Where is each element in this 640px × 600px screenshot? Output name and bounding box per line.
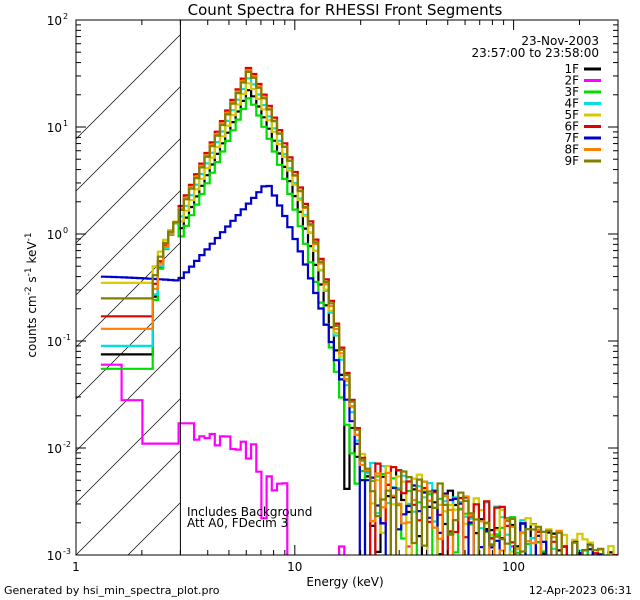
- y-tick-label: 10: [47, 335, 62, 349]
- x-tick-label: 10: [287, 560, 302, 574]
- time-range-label: 23:57:00 to 23:58:00: [472, 46, 599, 60]
- hatch-line: [76, 398, 181, 504]
- hatched-excluded-region: [76, 20, 640, 555]
- y-tick-exponent: -2: [63, 440, 71, 449]
- y-tick-exponent: 2: [63, 12, 68, 21]
- legend-label-6F: 6F: [564, 120, 579, 134]
- y-axis-label: counts cm-2 s-1 keV-1: [24, 232, 39, 357]
- x-axis-label: Energy (keV): [306, 575, 383, 589]
- hatch-line: [76, 190, 181, 296]
- y-tick-label: 10: [47, 121, 62, 135]
- hatch-line: [76, 34, 181, 140]
- footer-timestamp: 12-Apr-2023 06:31: [529, 584, 632, 597]
- hatch-line: [76, 242, 181, 348]
- y-tick-label: 10: [47, 442, 62, 456]
- annotation-attenuator: Att A0, FDecim 3: [187, 516, 288, 530]
- series-line-9F: [100, 70, 605, 555]
- y-tick-label: 10: [47, 228, 62, 242]
- y-tick-label: 10: [47, 14, 62, 28]
- y-tick-exponent: -3: [63, 547, 71, 556]
- y-tick-exponent: 1: [63, 119, 68, 128]
- legend-label-9F: 9F: [564, 154, 579, 168]
- hatch-background: [76, 20, 181, 555]
- x-tick-label: 1: [72, 560, 80, 574]
- legend-label-8F: 8F: [564, 143, 579, 157]
- y-tick-label: 10: [47, 549, 62, 563]
- legend-label-2F: 2F: [564, 74, 579, 88]
- hatch-line: [544, 20, 640, 555]
- legend-label-1F: 1F: [564, 62, 579, 76]
- legend-label-5F: 5F: [564, 108, 579, 122]
- y-tick-exponent: -1: [63, 333, 71, 342]
- hatch-line: [284, 20, 640, 555]
- hatch-line: [76, 86, 181, 192]
- legend-label-3F: 3F: [564, 85, 579, 99]
- legend-label-7F: 7F: [564, 131, 579, 145]
- x-tick-label: 100: [502, 560, 525, 574]
- hatch-line: [440, 20, 640, 555]
- plot-frame: [75, 19, 619, 556]
- date-label: 23-Nov-2003: [521, 34, 599, 48]
- y-tick-exponent: 0: [63, 226, 68, 235]
- chart-title: Count Spectra for RHESSI Front Segments: [188, 1, 503, 19]
- footer-generated-by: Generated by hsi_min_spectra_plot.pro: [4, 584, 220, 597]
- hatch-line: [388, 20, 640, 555]
- annotation-background: Includes Background: [187, 505, 312, 519]
- legend-label-4F: 4F: [564, 97, 579, 111]
- hatch-line: [76, 450, 181, 555]
